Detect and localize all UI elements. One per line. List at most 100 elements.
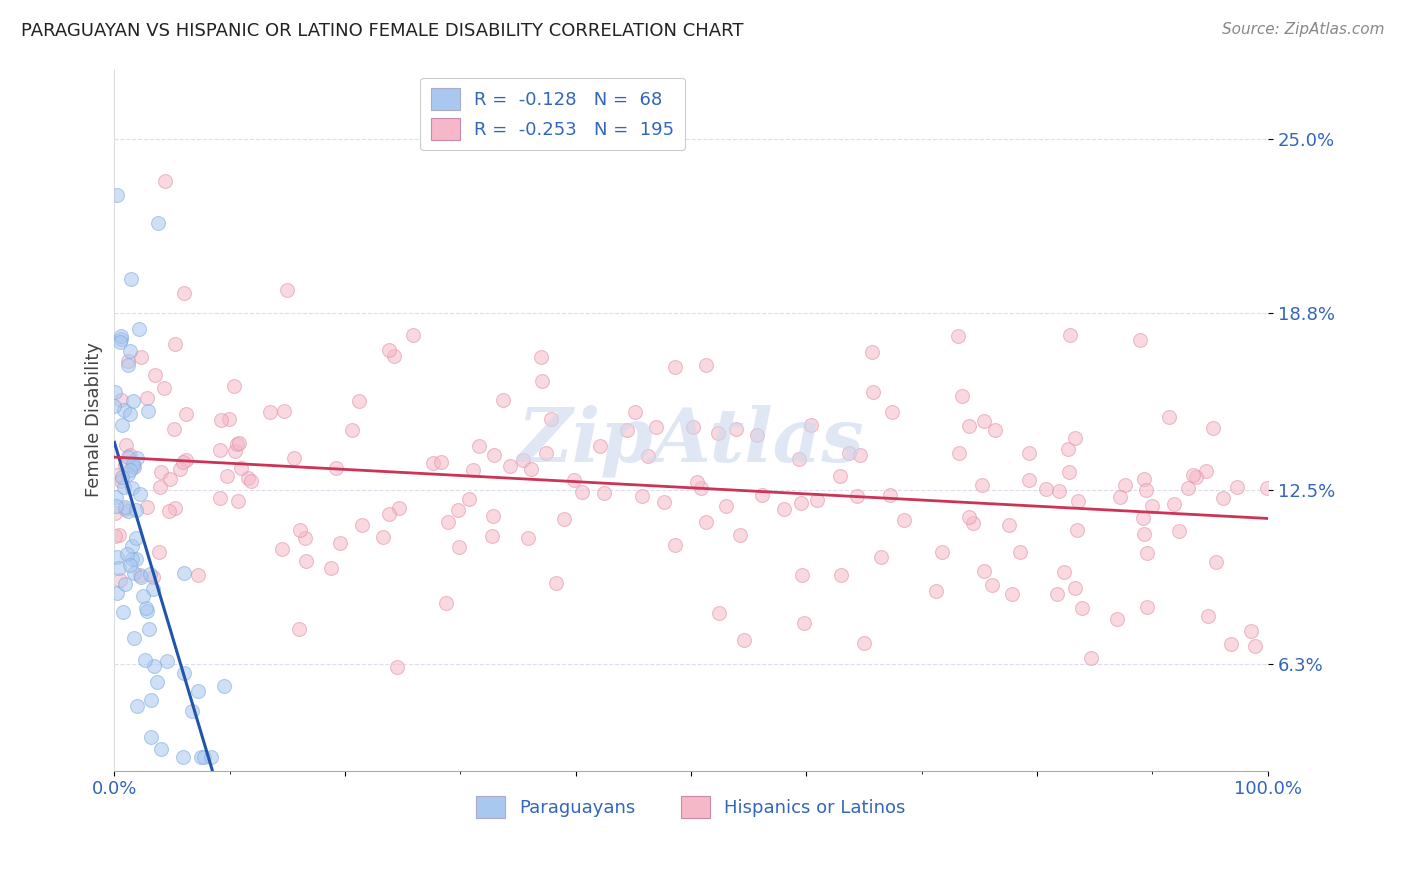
Point [516, 531, 538, 545]
Point [352, 517, 374, 532]
Point [652, 494, 675, 508]
Point [294, 532, 316, 546]
Point [117, 354, 139, 368]
Point [1132, 473, 1154, 487]
Point [135, 600, 157, 615]
Point [645, 420, 668, 434]
Text: ZipAtlas: ZipAtlas [517, 404, 865, 477]
Point [631, 489, 654, 503]
Point [122, 457, 145, 471]
Point [1018, 445, 1040, 459]
Point [169, 461, 191, 475]
Point [1129, 334, 1152, 348]
Point [931, 545, 953, 559]
Point [112, 605, 135, 619]
Point [117, 504, 139, 518]
Point [544, 576, 567, 591]
Point [149, 480, 172, 494]
Point [174, 407, 197, 421]
Point [120, 558, 142, 573]
Point [110, 474, 132, 488]
Point [290, 523, 312, 537]
Point [948, 445, 970, 459]
Point [148, 545, 170, 559]
Point [110, 392, 132, 407]
Point [1047, 484, 1070, 499]
Point [571, 485, 593, 500]
Point [190, 749, 212, 764]
Point [793, 616, 815, 631]
Point [149, 466, 172, 480]
Point [664, 538, 686, 552]
Point [806, 492, 828, 507]
Point [773, 502, 796, 516]
Point [461, 463, 484, 477]
Point [1018, 474, 1040, 488]
Point [998, 518, 1021, 533]
Y-axis label: Female Disability: Female Disability [86, 343, 103, 497]
Point [121, 539, 143, 553]
Point [1000, 587, 1022, 601]
Point [117, 450, 139, 464]
Point [120, 343, 142, 358]
Point [145, 675, 167, 690]
Point [342, 423, 364, 437]
Point [187, 683, 209, 698]
Point [447, 540, 470, 554]
Point [846, 489, 869, 503]
Point [193, 749, 215, 764]
Point [880, 404, 903, 418]
Point [946, 329, 969, 343]
Text: PARAGUAYAN VS HISPANIC OR LATINO FEMALE DISABILITY CORRELATION CHART: PARAGUAYAN VS HISPANIC OR LATINO FEMALE … [21, 22, 744, 40]
Point [787, 451, 810, 466]
Point [562, 473, 585, 487]
Point [139, 566, 162, 581]
Point [1057, 465, 1080, 479]
Point [117, 467, 139, 481]
Point [228, 436, 250, 450]
Point [114, 500, 136, 514]
Point [172, 749, 194, 764]
Point [1057, 442, 1080, 456]
Point [136, 500, 159, 515]
Point [108, 335, 131, 350]
Point [217, 469, 239, 483]
Point [790, 496, 813, 510]
Point [747, 428, 769, 442]
Point [142, 570, 165, 584]
Point [173, 566, 195, 581]
Point [686, 475, 709, 490]
Point [962, 516, 984, 530]
Point [110, 573, 132, 587]
Point [1220, 637, 1243, 651]
Point [1136, 546, 1159, 560]
Point [1064, 581, 1087, 595]
Point [853, 636, 876, 650]
Point [983, 423, 1005, 437]
Point [893, 513, 915, 527]
Point [637, 449, 659, 463]
Point [1182, 468, 1205, 483]
Point [447, 503, 470, 517]
Point [1140, 499, 1163, 513]
Point [111, 417, 134, 432]
Point [520, 462, 543, 476]
Point [707, 607, 730, 621]
Point [371, 530, 394, 544]
Point [1067, 493, 1090, 508]
Point [1109, 490, 1132, 504]
Point [240, 474, 263, 488]
Point [458, 491, 481, 506]
Point [105, 467, 128, 482]
Point [208, 442, 231, 457]
Point [790, 568, 813, 582]
Point [283, 450, 305, 465]
Point [271, 541, 294, 556]
Point [957, 509, 980, 524]
Point [1202, 420, 1225, 434]
Point [105, 188, 128, 202]
Point [209, 491, 232, 506]
Point [172, 455, 194, 469]
Point [225, 437, 247, 451]
Point [132, 589, 155, 603]
